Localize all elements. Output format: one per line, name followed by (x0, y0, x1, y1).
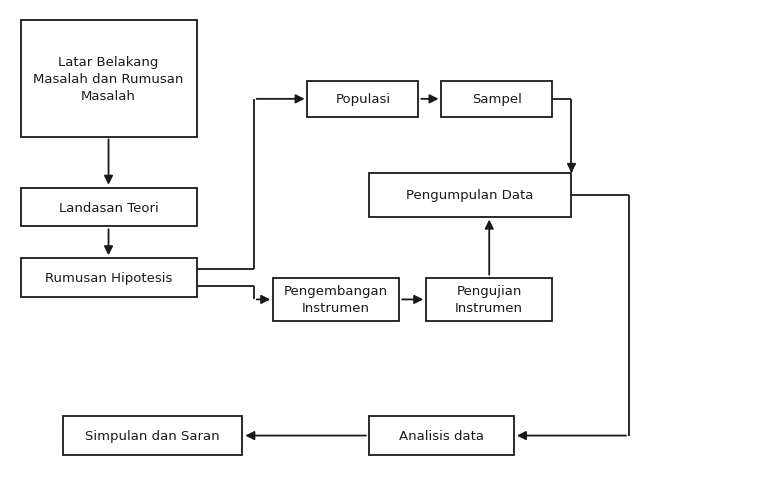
FancyBboxPatch shape (369, 174, 571, 217)
Text: Landasan Teori: Landasan Teori (58, 201, 158, 214)
Text: Rumusan Hipotesis: Rumusan Hipotesis (45, 271, 172, 285)
FancyBboxPatch shape (21, 21, 197, 137)
Text: Populasi: Populasi (336, 93, 390, 106)
FancyBboxPatch shape (369, 416, 514, 455)
FancyBboxPatch shape (307, 81, 419, 118)
Text: Pengumpulan Data: Pengumpulan Data (406, 189, 534, 202)
FancyBboxPatch shape (63, 416, 243, 455)
Text: Analisis data: Analisis data (399, 429, 484, 442)
Text: Simpulan dan Saran: Simpulan dan Saran (85, 429, 220, 442)
Text: Sampel: Sampel (472, 93, 521, 106)
FancyBboxPatch shape (21, 188, 197, 227)
FancyBboxPatch shape (21, 259, 197, 297)
Text: Pengujian
Instrumen: Pengujian Instrumen (455, 285, 523, 315)
FancyBboxPatch shape (442, 81, 552, 118)
FancyBboxPatch shape (426, 278, 552, 322)
Text: Latar Belakang
Masalah dan Rumusan
Masalah: Latar Belakang Masalah dan Rumusan Masal… (33, 56, 184, 102)
FancyBboxPatch shape (273, 278, 399, 322)
Text: Pengembangan
Instrumen: Pengembangan Instrumen (284, 285, 389, 315)
